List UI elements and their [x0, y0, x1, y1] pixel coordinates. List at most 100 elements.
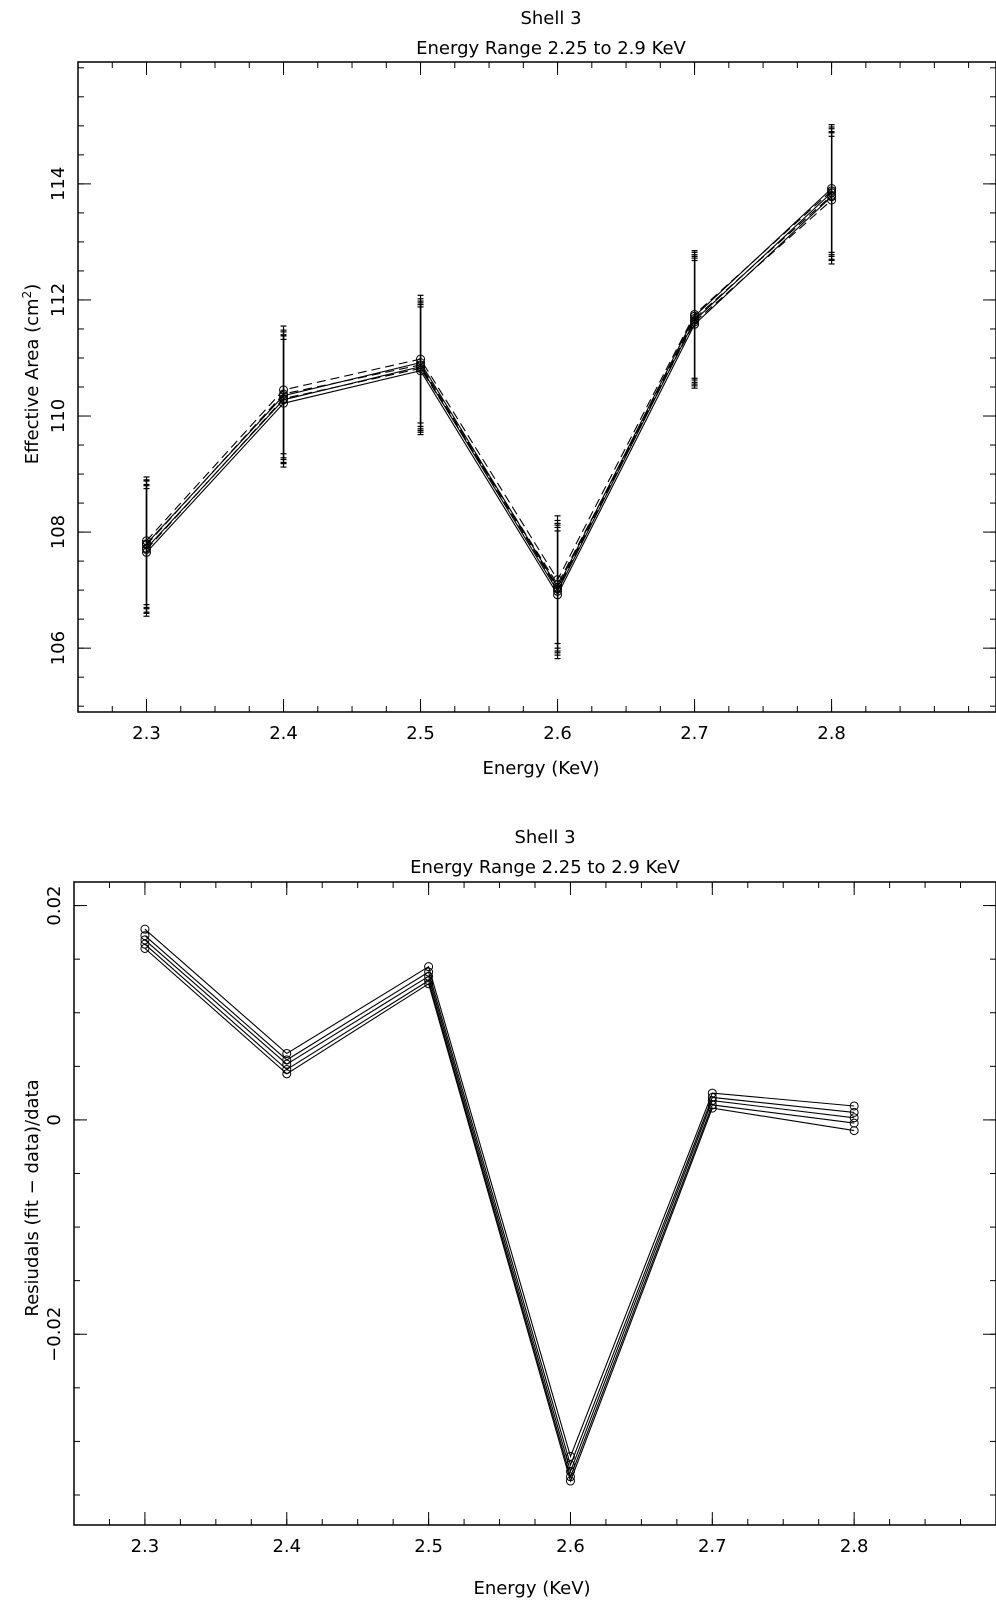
series-line [146, 195, 832, 591]
plot-frame [73, 881, 996, 1526]
data-point [424, 976, 434, 986]
data-point [424, 962, 434, 972]
data-markers [142, 184, 837, 600]
y-tick-labels: 106 108 110 112 114 [48, 167, 69, 666]
data-point [282, 1069, 292, 1079]
effective-area-chart: Shell 3 Energy Range 2.25 to 2.9 KeV 2.3… [20, 8, 996, 779]
data-point [707, 1103, 717, 1113]
x-tick-label: 2.6 [543, 723, 572, 744]
data-point [690, 309, 700, 319]
chart-title: Shell 3 [520, 8, 581, 29]
data-point [416, 360, 426, 370]
data-point [827, 195, 837, 205]
y-tick-label: 0.02 [44, 886, 65, 926]
x-tick-label: 2.3 [131, 1536, 160, 1557]
x-tick-label: 2.5 [406, 723, 435, 744]
data-markers [140, 924, 859, 1486]
data-point [282, 1065, 292, 1075]
x-tick-label: 2.7 [680, 723, 709, 744]
y-tick-label: 106 [48, 631, 69, 665]
y-axis-label-close: ) [22, 284, 43, 291]
data-point [827, 184, 837, 194]
chart-title: Shell 3 [514, 827, 575, 848]
data-point [282, 1059, 292, 1069]
y-tick-label: 114 [48, 167, 69, 201]
series-lines [146, 188, 832, 596]
x-tick-label: 2.4 [269, 723, 298, 744]
x-tick-labels: 2.3 2.4 2.5 2.6 2.7 2.8 [131, 1536, 869, 1557]
data-point [140, 931, 150, 941]
chart-subtitle: Energy Range 2.25 to 2.9 KeV [410, 857, 680, 878]
data-point [553, 584, 563, 594]
data-point [849, 1101, 859, 1111]
axis-ticks [77, 62, 996, 712]
data-point [140, 935, 150, 945]
series-line [146, 199, 832, 586]
y-tick-label: 0 [44, 1114, 65, 1125]
residuals-chart: Shell 3 Energy Range 2.25 to 2.9 KeV 2.3… [22, 827, 996, 1599]
data-point [565, 1451, 575, 1461]
series-line [146, 190, 832, 581]
data-point [553, 586, 563, 596]
y-tick-label: −0.02 [44, 1307, 65, 1362]
data-point [424, 979, 434, 989]
y-tick-label: 108 [48, 515, 69, 549]
data-point [424, 967, 434, 977]
data-point [140, 939, 150, 949]
y-tick-label: 110 [48, 399, 69, 433]
data-point [279, 394, 289, 404]
x-tick-label: 2.8 [817, 723, 846, 744]
data-point [707, 1100, 717, 1110]
y-tick-label: 112 [48, 283, 69, 317]
data-point [849, 1126, 859, 1136]
data-point [142, 545, 152, 554]
data-point [565, 1466, 575, 1476]
data-point [416, 354, 426, 364]
series-line [144, 943, 855, 1479]
x-tick-label: 2.4 [272, 1536, 301, 1557]
x-tick-label: 2.7 [698, 1536, 727, 1557]
x-axis-label: Energy (KeV) [473, 1578, 590, 1599]
plot-frame [77, 61, 996, 713]
series-lines [144, 928, 855, 1483]
data-point [279, 389, 289, 399]
series-line [144, 939, 855, 1474]
y-axis-label: Effective Area (cm2) [20, 284, 43, 465]
data-point [565, 1472, 575, 1482]
x-tick-label: 2.3 [132, 723, 161, 744]
data-point [553, 575, 563, 585]
data-point [416, 358, 426, 368]
data-point [140, 943, 150, 953]
y-tick-labels: −0.02 0 0.02 [44, 886, 65, 1362]
data-point [279, 385, 289, 395]
data-point [690, 314, 700, 324]
series-line [144, 928, 855, 1459]
series-line [144, 935, 855, 1467]
series-line [146, 188, 832, 589]
data-point [849, 1107, 859, 1117]
y-axis-label-superscript: 2 [20, 291, 34, 299]
data-point [142, 536, 152, 546]
data-point [282, 1048, 292, 1058]
data-point [142, 540, 152, 550]
data-point [140, 924, 150, 934]
data-point [565, 1476, 575, 1486]
data-point [827, 186, 837, 196]
x-axis-label: Energy (KeV) [482, 758, 599, 779]
y-axis-label-text: Effective Area (cm [22, 298, 43, 464]
data-point [827, 190, 837, 200]
series-line [144, 947, 855, 1483]
data-point [416, 363, 426, 373]
data-point [849, 1113, 859, 1123]
x-tick-label: 2.6 [556, 1536, 585, 1557]
axis-ticks [73, 882, 996, 1525]
error-bars [143, 124, 835, 660]
series-line [146, 196, 832, 596]
y-axis-label: Resiudals (fit − data)/data [22, 1079, 43, 1316]
data-point [282, 1055, 292, 1065]
chart-subtitle: Energy Range 2.25 to 2.9 KeV [416, 38, 686, 59]
x-tick-label: 2.5 [414, 1536, 443, 1557]
x-tick-label: 2.8 [840, 1536, 869, 1557]
data-point [553, 579, 563, 589]
